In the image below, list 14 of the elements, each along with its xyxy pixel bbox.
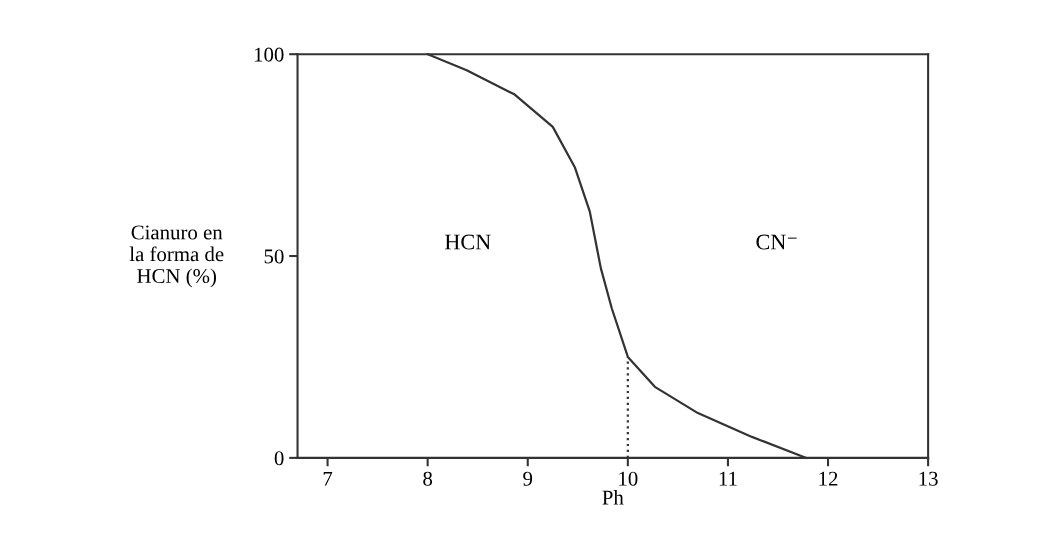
y-tick-label: 0	[274, 451, 284, 466]
x-tick-label: 7	[323, 471, 333, 486]
y-tick-label: 50	[264, 249, 284, 264]
x-tick-label: 9	[523, 471, 533, 486]
y-axis-title: Cianuro en la forma de HCN (%)	[129, 225, 224, 288]
annotation: HCN	[444, 234, 491, 250]
x-tick-label: 12	[819, 471, 838, 486]
x-tick-label: 11	[719, 471, 737, 486]
y-tick-label: 100	[254, 47, 284, 62]
x-tick-label: 10	[619, 471, 638, 486]
x-axis-title: Ph	[602, 489, 624, 505]
annotation: CN⁻	[756, 234, 797, 250]
x-tick-label: 13	[919, 471, 938, 486]
x-tick-label: 8	[423, 471, 433, 486]
